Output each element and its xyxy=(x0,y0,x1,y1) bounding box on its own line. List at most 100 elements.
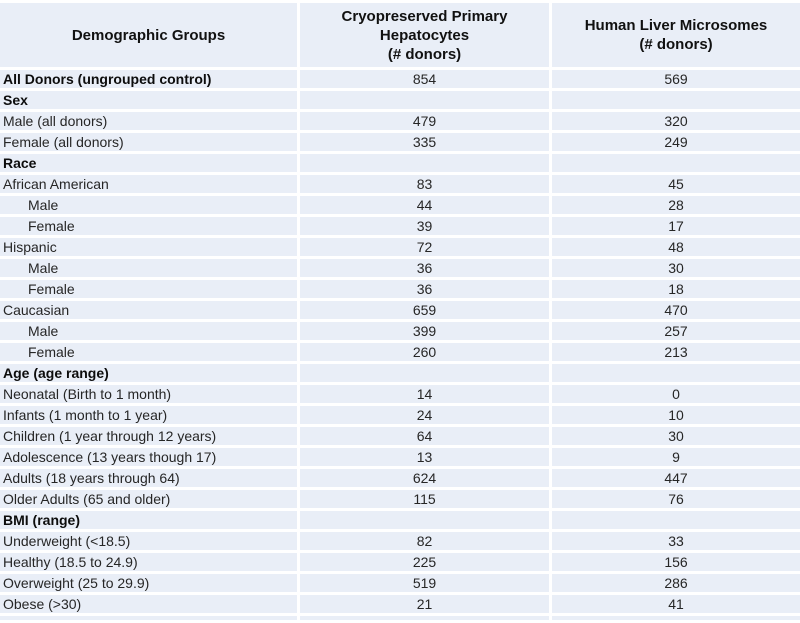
value-cell: 21 xyxy=(297,595,549,613)
row-label: Neonatal (Birth to 1 month) xyxy=(0,385,297,403)
table-row: BMI (range) xyxy=(0,511,800,529)
value-cell xyxy=(297,154,549,172)
value-cell: 41 xyxy=(549,595,800,613)
row-label: Female (all donors) xyxy=(0,133,297,151)
value-cell: 13 xyxy=(297,448,549,466)
value-cell xyxy=(549,511,800,529)
table-row: Underweight (<18.5) 82 33 xyxy=(0,532,800,550)
value-cell: 36 xyxy=(297,259,549,277)
row-label: Older Adults (65 and older) xyxy=(0,490,297,508)
value-cell: 24 xyxy=(297,406,549,424)
table-row: Neonatal (Birth to 1 month) 14 0 xyxy=(0,385,800,403)
value-cell: 83 xyxy=(297,175,549,193)
row-label: Infants (1 month to 1 year) xyxy=(0,406,297,424)
value-cell: 48 xyxy=(549,238,800,256)
table-row: Infants (1 month to 1 year) 24 10 xyxy=(0,406,800,424)
value-cell: 28 xyxy=(549,196,800,214)
row-label: Overweight (25 to 29.9) xyxy=(0,574,297,592)
value-cell: 30 xyxy=(549,427,800,445)
column-header-demographic-groups: Demographic Groups xyxy=(0,3,297,67)
value-cell: 569 xyxy=(549,70,800,88)
value-cell: 0 xyxy=(549,385,800,403)
row-label: Female xyxy=(0,217,297,235)
row-label: Male xyxy=(0,196,297,214)
table-row: Race xyxy=(0,154,800,172)
table-row: Female 36 18 xyxy=(0,280,800,298)
value-cell: 257 xyxy=(549,322,800,340)
value-cell: 39 xyxy=(297,217,549,235)
row-label: Caucasian xyxy=(0,301,297,319)
table-row: Age (age range) xyxy=(0,364,800,382)
value-cell: 64 xyxy=(297,427,549,445)
value-cell: 260 xyxy=(297,343,549,361)
row-label: Sex xyxy=(0,91,297,109)
value-cell xyxy=(549,364,800,382)
value-cell xyxy=(549,154,800,172)
value-cell: 470 xyxy=(549,301,800,319)
row-label: Female xyxy=(0,343,297,361)
value-cell: 82 xyxy=(297,532,549,550)
table-row: Male 399 257 xyxy=(0,322,800,340)
table-row: Female 39 17 xyxy=(0,217,800,235)
value-cell: 320 xyxy=(549,112,800,130)
table-row: Adolescence (13 years though 17) 13 9 xyxy=(0,448,800,466)
row-label: Male xyxy=(0,259,297,277)
value-cell: 447 xyxy=(549,469,800,487)
table-row: All Donors (ungrouped control) 854 569 xyxy=(0,70,800,88)
table-row: Caucasian 659 470 xyxy=(0,301,800,319)
table-row: Female (all donors) 335 249 xyxy=(0,133,800,151)
value-cell: 76 xyxy=(549,490,800,508)
value-cell xyxy=(297,511,549,529)
table-row: Obese (>30) 21 41 xyxy=(0,595,800,613)
value-cell xyxy=(297,91,549,109)
value-cell: 286 xyxy=(549,574,800,592)
table-row: Older Adults (65 and older) 115 76 xyxy=(0,490,800,508)
row-label: Age (age range) xyxy=(0,364,297,382)
column-header-cryopreserved-hepatocytes: Cryopreserved Primary Hepatocytes (# don… xyxy=(297,3,549,67)
row-label: Female xyxy=(0,280,297,298)
value-cell: 519 xyxy=(297,574,549,592)
table-row: Adults (18 years through 64) 624 447 xyxy=(0,469,800,487)
value-cell: 156 xyxy=(549,553,800,571)
table-row: Male (all donors) 479 320 xyxy=(0,112,800,130)
value-cell: 9 xyxy=(549,448,800,466)
row-label: Male xyxy=(0,322,297,340)
table-row: Male 44 28 xyxy=(0,196,800,214)
header-row: Demographic Groups Cryopreserved Primary… xyxy=(0,3,800,67)
table-row: Hispanic 72 48 xyxy=(0,238,800,256)
value-cell: 44 xyxy=(297,196,549,214)
value-cell: 10 xyxy=(549,406,800,424)
value-cell: 30 xyxy=(549,259,800,277)
value-cell: 249 xyxy=(549,133,800,151)
value-cell: 335 xyxy=(297,133,549,151)
table-row: Male 36 30 xyxy=(0,259,800,277)
row-label: Race xyxy=(0,154,297,172)
table-row: Female 260 213 xyxy=(0,343,800,361)
value-cell: 399 xyxy=(297,322,549,340)
row-label: African American xyxy=(0,175,297,193)
row-label: Underweight (<18.5) xyxy=(0,532,297,550)
value-cell: 14 xyxy=(297,385,549,403)
value-cell: 17 xyxy=(549,217,800,235)
value-cell: 225 xyxy=(297,553,549,571)
row-label: Adolescence (13 years though 17) xyxy=(0,448,297,466)
row-label: Adults (18 years through 64) xyxy=(0,469,297,487)
value-cell: 659 xyxy=(297,301,549,319)
table-row: Healthy (18.5 to 24.9) 225 156 xyxy=(0,553,800,571)
value-cell: 33 xyxy=(549,532,800,550)
table-bottom-strip xyxy=(0,616,800,620)
column-header-human-liver-microsomes: Human Liver Microsomes (# donors) xyxy=(549,3,800,67)
value-cell: 624 xyxy=(297,469,549,487)
table-row: Children (1 year through 12 years) 64 30 xyxy=(0,427,800,445)
value-cell: 115 xyxy=(297,490,549,508)
value-cell: 45 xyxy=(549,175,800,193)
value-cell xyxy=(297,364,549,382)
table-row: African American 83 45 xyxy=(0,175,800,193)
value-cell: 72 xyxy=(297,238,549,256)
table-row: Overweight (25 to 29.9) 519 286 xyxy=(0,574,800,592)
row-label: Obese (>30) xyxy=(0,595,297,613)
row-label: Hispanic xyxy=(0,238,297,256)
value-cell: 36 xyxy=(297,280,549,298)
